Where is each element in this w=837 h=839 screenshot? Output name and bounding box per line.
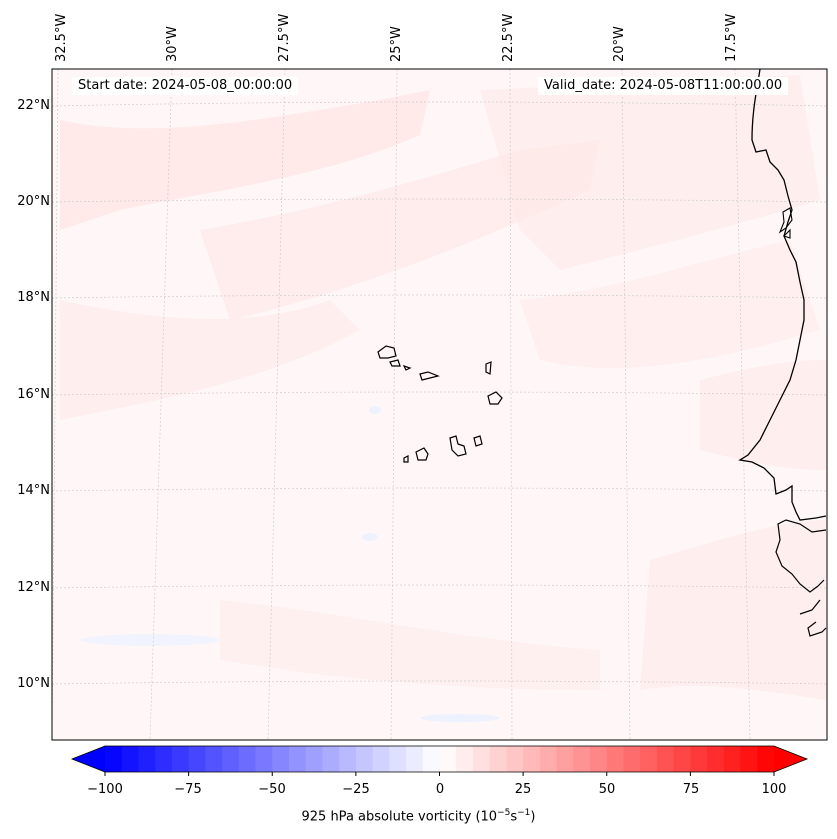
colorbar-segment xyxy=(272,746,290,772)
lon-label: 25°W xyxy=(389,26,404,62)
coastline-africa xyxy=(738,68,827,521)
start-date-label: Start date: 2024-05-08_00:00:00 xyxy=(72,77,299,95)
lon-label: 32.5°W xyxy=(54,13,69,62)
colorbar-segment xyxy=(355,746,374,772)
lon-label: 20°W xyxy=(612,26,627,62)
colorbar-extend-max xyxy=(774,746,807,772)
colorbar-segment xyxy=(556,746,574,772)
colorbar-tick: −100 xyxy=(87,782,123,797)
lon-label: 17.5°W xyxy=(724,13,739,62)
colorbar-segment xyxy=(121,746,139,772)
colorbar-segment xyxy=(723,746,742,772)
colorbar-tick: −50 xyxy=(258,782,286,797)
colorbar-segment xyxy=(406,746,424,772)
colorbar-segment xyxy=(690,746,708,772)
cape-verde-islands xyxy=(377,345,503,463)
colorbar-segment xyxy=(656,746,675,772)
lon-label: 30°W xyxy=(165,26,180,62)
colorbar-tick: −25 xyxy=(342,782,370,797)
colorbar-segment xyxy=(372,746,390,772)
colorbar-segment xyxy=(339,746,357,772)
colorbar-tick: 25 xyxy=(514,782,532,797)
graticule xyxy=(51,68,828,741)
lat-label: 22°N xyxy=(17,98,50,113)
colorbar-segment xyxy=(707,746,725,772)
colorbar-segment xyxy=(523,746,541,772)
colorbar-segment xyxy=(288,746,307,772)
lat-label: 18°N xyxy=(17,290,50,305)
lat-label: 14°N xyxy=(17,483,50,498)
map-frame xyxy=(51,68,828,741)
colorbar-tick: 0 xyxy=(435,782,445,797)
colorbar-segment xyxy=(222,746,240,772)
colorbar-tick: 75 xyxy=(682,782,700,797)
lon-label: 27.5°W xyxy=(277,13,292,62)
colorbar xyxy=(70,745,809,776)
colorbar-tick: −75 xyxy=(174,782,202,797)
vorticity-field xyxy=(60,75,826,700)
coastline-islands-north xyxy=(778,207,793,239)
colorbar-segment xyxy=(740,746,758,772)
colorbar-segment xyxy=(472,746,491,772)
lat-label: 12°N xyxy=(17,580,50,595)
colorbar-segment xyxy=(322,746,340,772)
colorbar-tick: 100 xyxy=(761,782,787,797)
colorbar-segment xyxy=(506,746,524,772)
colorbar-segment xyxy=(188,746,206,772)
lon-label: 22.5°W xyxy=(501,13,516,62)
colorbar-segment xyxy=(606,746,624,772)
colorbar-segment xyxy=(205,746,223,772)
lat-label: 16°N xyxy=(17,387,50,402)
lat-label: 20°N xyxy=(17,194,50,209)
colorbar-segment xyxy=(255,746,273,772)
negative-vorticity-patches xyxy=(80,406,500,722)
colorbar-segment xyxy=(489,746,507,772)
colorbar-segment xyxy=(155,746,173,772)
colorbar-segment xyxy=(422,746,440,772)
colorbar-segment xyxy=(456,746,474,772)
colorbar-label: 925 hPa absolute vorticity (10−5s−1) xyxy=(301,808,536,825)
colorbar-segment xyxy=(673,746,691,772)
lat-label: 10°N xyxy=(17,676,50,691)
colorbar-extend-min xyxy=(72,746,105,772)
colorbar-segment xyxy=(305,746,323,772)
colorbar-segment xyxy=(640,746,658,772)
colorbar-segment xyxy=(439,746,457,772)
colorbar-segment xyxy=(389,746,407,772)
colorbar-segment xyxy=(238,746,257,772)
colorbar-segment xyxy=(623,746,641,772)
colorbar-segment xyxy=(539,746,558,772)
colorbar-segment xyxy=(757,746,775,772)
colorbar-segment xyxy=(138,746,156,772)
coastline-africa-south xyxy=(775,519,827,637)
valid-date-label: Valid_date: 2024-05-08T11:00:00.00 xyxy=(538,77,789,95)
colorbar-segment xyxy=(573,746,591,772)
colorbar-segment xyxy=(590,746,608,772)
colorbar-tick: 50 xyxy=(598,782,616,797)
colorbar-segment xyxy=(171,746,190,772)
colorbar-segment xyxy=(105,746,123,772)
